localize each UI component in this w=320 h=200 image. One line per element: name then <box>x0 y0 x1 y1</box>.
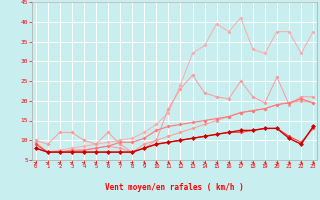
X-axis label: Vent moyen/en rafales ( km/h ): Vent moyen/en rafales ( km/h ) <box>105 183 244 192</box>
